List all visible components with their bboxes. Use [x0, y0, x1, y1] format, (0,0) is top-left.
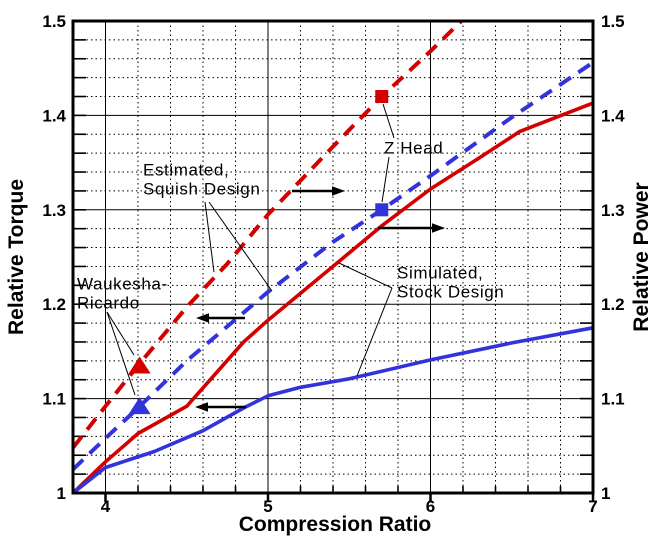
- tick-label-right: 1.1: [601, 390, 625, 409]
- tick-labels: 1.5 1.4 1.3 1.2 1.1 1 1.5 1.4 1.3 1.2 1.1 1 4 5 6 7: [42, 12, 625, 516]
- tick-label-bottom: 6: [426, 497, 435, 516]
- gridlines: [73, 21, 593, 493]
- x-axis-title: Compression Ratio: [239, 513, 432, 536]
- y-axis-title-left: Relative Torque: [5, 179, 28, 335]
- tick-label-left: 1: [57, 484, 66, 503]
- pointer-line-waukesha: [106, 311, 136, 396]
- tick-label-right: 1.5: [601, 12, 625, 31]
- marker-triangle-torque: [128, 397, 151, 415]
- marker-square-torque: [375, 203, 389, 217]
- tick-label-right: 1.3: [601, 201, 625, 220]
- curve-torque-dashed: [71, 60, 595, 471]
- marker-triangle-power: [128, 356, 151, 374]
- annotation-estimated: Estimated,: [143, 161, 229, 180]
- tick-label-right: 1: [601, 484, 610, 503]
- tick-label-left: 1.2: [42, 295, 66, 314]
- y-axis-title-right: Relative Power: [630, 182, 653, 331]
- tick-label-left: 1.4: [42, 106, 66, 125]
- pointer-line-z-head: [382, 103, 395, 139]
- marker-square-power: [375, 90, 389, 104]
- plot-border: [71, 19, 595, 495]
- pointer-line-estimated: [208, 201, 273, 292]
- pointer-line-estimated: [204, 201, 215, 273]
- axis-arrow-head-right: [332, 186, 345, 196]
- pointer-line-simulated: [356, 287, 393, 377]
- annotation-z-head: Z Head: [384, 139, 443, 158]
- curve-power-solid: [71, 101, 594, 495]
- data-curves: [71, 19, 595, 495]
- tick-label-right: 1.4: [601, 106, 625, 125]
- axis-arrow-head-left: [195, 402, 208, 412]
- tick-label-left: 1.3: [42, 201, 66, 220]
- annotation-waukesha: Waukesha-: [77, 275, 168, 294]
- tick-label-bottom: 5: [263, 497, 272, 516]
- axis-arrow-head-right: [432, 223, 445, 233]
- pointer-line-simulated: [338, 262, 393, 289]
- curve-torque-solid: [71, 326, 594, 495]
- tick-label-left: 1.1: [42, 390, 66, 409]
- annotation-simulated: Simulated,: [397, 264, 483, 283]
- pointer-line-waukesha: [106, 311, 135, 356]
- tick-label-right: 1.2: [601, 295, 625, 314]
- pointer-line-z-head: [381, 156, 390, 203]
- axis-arrow-head-left: [196, 313, 209, 323]
- tick-label-bottom: 4: [101, 497, 111, 516]
- annotation-waukesha: Ricardo: [77, 294, 140, 313]
- annotation-estimated: Squish Design: [143, 180, 260, 199]
- annotation-simulated: Stock Design: [397, 283, 504, 302]
- curve-power-dashed: [71, 19, 463, 449]
- tick-label-left: 1.5: [42, 12, 66, 31]
- data-markers: [128, 90, 389, 415]
- tick-label-bottom: 7: [588, 497, 597, 516]
- annotations: Estimated,Squish Design Z Head Waukesha-Ri…: [77, 103, 504, 396]
- axis-direction-arrows: [195, 186, 445, 412]
